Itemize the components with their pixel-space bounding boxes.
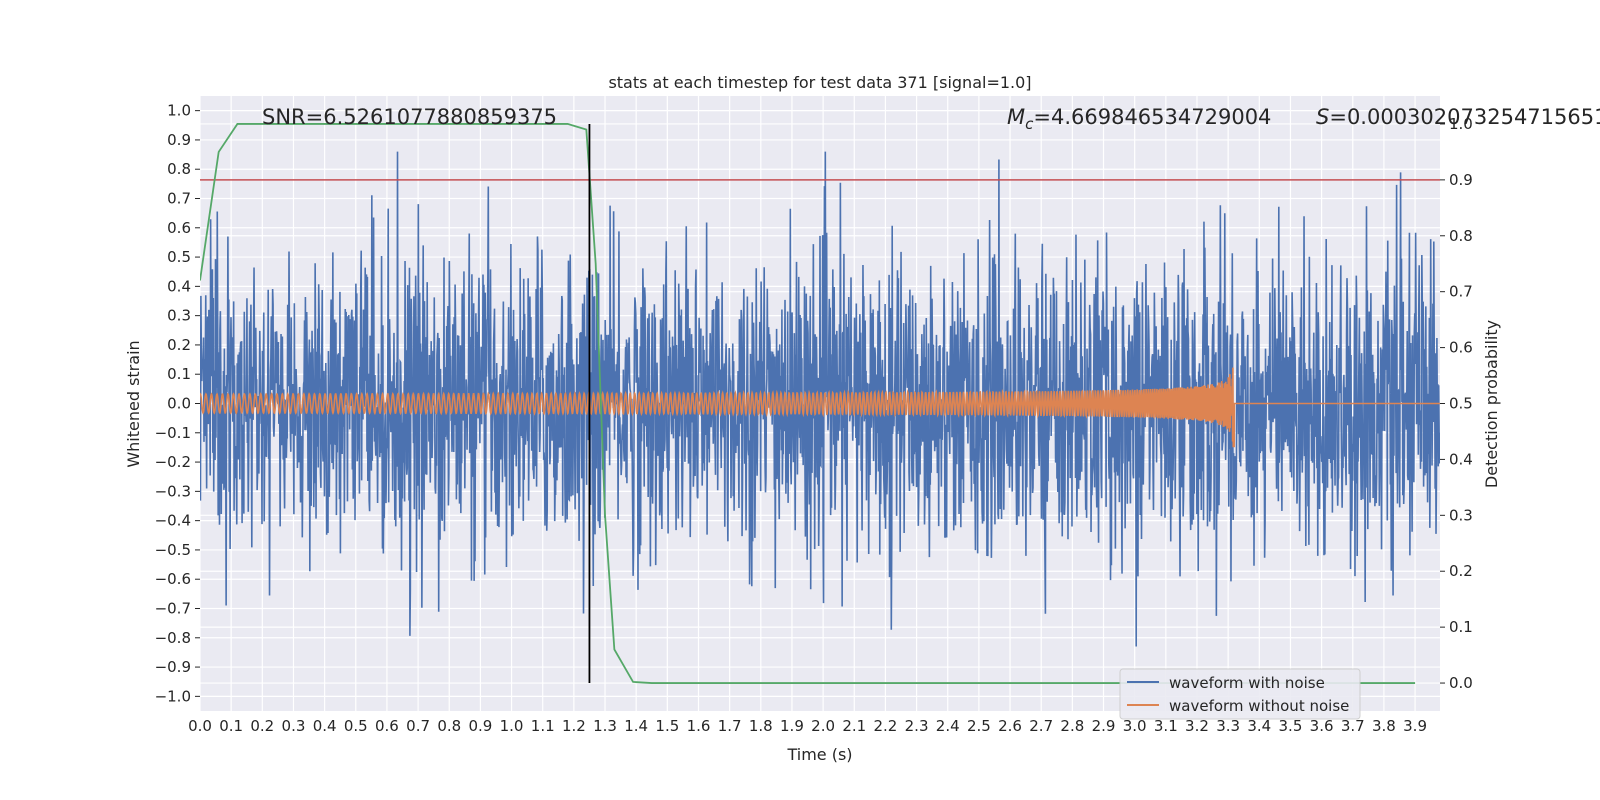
x-tick-label: 2.2 — [873, 717, 897, 735]
x-tick-label: 0.4 — [313, 717, 337, 735]
y2-tick-label: 0.6 — [1449, 339, 1473, 357]
chart-title: stats at each timestep for test data 371… — [608, 73, 1031, 92]
chirp-mass-subscript: c — [1025, 115, 1034, 133]
y-tick-label: −0.9 — [155, 658, 191, 676]
x-tick-label: 2.5 — [967, 717, 991, 735]
snr-annotation: SNR=6.5261077880859375 — [262, 105, 557, 129]
y2-tick-label: 0.2 — [1449, 562, 1473, 580]
x-tick-label: 3.0 — [1123, 717, 1147, 735]
chirp-mass-symbol: M — [1007, 105, 1025, 129]
y2-tick-label: 0.5 — [1449, 395, 1473, 413]
x-tick-label: 1.2 — [562, 717, 586, 735]
y-tick-label: −1.0 — [155, 687, 191, 705]
y2-tick-label: 0.1 — [1449, 618, 1473, 636]
x-tick-label: 0.2 — [250, 717, 274, 735]
s-annotation: S=0.0003020732547156513 — [1316, 105, 1600, 129]
series-noisy-line — [200, 151, 1440, 647]
y-tick-label: 1.0 — [167, 102, 191, 120]
y2-tick-label: 1.0 — [1449, 115, 1473, 133]
y2-tick-label: 0.8 — [1449, 227, 1473, 245]
x-tick-label: 3.8 — [1372, 717, 1396, 735]
x-tick-label: 1.5 — [655, 717, 679, 735]
y-tick-label: −0.5 — [155, 541, 191, 559]
x-tick-label: 1.1 — [531, 717, 555, 735]
x-tick-label: 3.3 — [1216, 717, 1240, 735]
x-tick-label: 0.6 — [375, 717, 399, 735]
chirp-mass-value: =4.669846534729004 — [1033, 105, 1271, 129]
y-axis-label: Whitened strain — [124, 340, 143, 467]
x-tick-label: 2.8 — [1060, 717, 1084, 735]
y-tick-label: 0.0 — [167, 395, 191, 413]
x-tick-label: 1.8 — [749, 717, 773, 735]
x-axis-label: Time (s) — [786, 745, 852, 764]
x-tick-label: 2.7 — [1029, 717, 1053, 735]
legend: waveform with noise waveform without noi… — [1119, 668, 1361, 720]
x-tick-label: 3.2 — [1185, 717, 1209, 735]
x-tick-label: 0.8 — [437, 717, 461, 735]
x-tick-label: 1.7 — [718, 717, 742, 735]
y-tick-label: 0.5 — [167, 248, 191, 266]
x-tick-label: 2.4 — [936, 717, 960, 735]
x-tick-label: 2.0 — [811, 717, 835, 735]
y2-axis-label: Detection probability — [1482, 320, 1501, 488]
y2-tick-label: 0.9 — [1449, 171, 1473, 189]
x-tick-label: 3.4 — [1247, 717, 1271, 735]
y-tick-label: −0.3 — [155, 482, 191, 500]
y-tick-label: 0.7 — [167, 190, 191, 208]
y-tick-label: 0.8 — [167, 160, 191, 178]
y-tick-label: −0.6 — [155, 570, 191, 588]
legend-label-noisy: waveform with noise — [1169, 674, 1325, 692]
x-tick-label: 1.6 — [687, 717, 711, 735]
series-clean-line — [200, 367, 1440, 448]
x-tick-label: 0.1 — [219, 717, 243, 735]
x-tick-label: 1.3 — [593, 717, 617, 735]
y-tick-label: 0.3 — [167, 307, 191, 325]
y-tick-label: 0.1 — [167, 365, 191, 383]
x-tick-label: 0.9 — [468, 717, 492, 735]
y-tick-label: −0.8 — [155, 629, 191, 647]
y-tick-label: 0.2 — [167, 336, 191, 354]
x-tick-label: 2.3 — [905, 717, 929, 735]
x-tick-label: 0.7 — [406, 717, 430, 735]
chirp-mass-annotation: Mc=4.669846534729004 — [1007, 105, 1271, 133]
plot-layer — [200, 123, 1440, 684]
x-tick-label: 2.9 — [1092, 717, 1116, 735]
x-tick-label: 3.1 — [1154, 717, 1178, 735]
legend-label-clean: waveform without noise — [1169, 697, 1349, 715]
y2-tick-label: 0.0 — [1449, 674, 1473, 692]
x-tick-label: 2.1 — [842, 717, 866, 735]
y-tick-label: 0.4 — [167, 277, 191, 295]
x-tick-label: 1.0 — [500, 717, 524, 735]
x-tick-label: 2.6 — [998, 717, 1022, 735]
y2-tick-label: 0.4 — [1449, 450, 1473, 468]
s-symbol: S — [1316, 105, 1329, 129]
x-tick-label: 3.7 — [1341, 717, 1365, 735]
y-tick-label: −0.4 — [155, 512, 191, 530]
y-tick-label: 0.6 — [167, 219, 191, 237]
x-tick-label: 1.9 — [780, 717, 804, 735]
axes: 0.0 0.1 0.2 0.3 0.4 0.5 0.6 0.7 0.8 0.9 1.0 1.1 1.2 1… — [155, 102, 1473, 735]
x-tick-label: 3.9 — [1403, 717, 1427, 735]
x-tick-label: 1.4 — [624, 717, 648, 735]
y-tick-label: −0.7 — [155, 600, 191, 618]
y2-tick-label: 0.7 — [1449, 283, 1473, 301]
x-tick-label: 0.5 — [344, 717, 368, 735]
s-value: =0.0003020732547156513 — [1329, 105, 1600, 129]
y2-tick-label: 0.3 — [1449, 506, 1473, 524]
x-tick-label: 3.5 — [1279, 717, 1303, 735]
series-detection-probability-line — [200, 123, 1416, 684]
x-tick-label: 0.0 — [188, 717, 212, 735]
y-tick-label: 0.9 — [167, 131, 191, 149]
legend-box — [1119, 668, 1361, 720]
x-tick-label: 3.6 — [1310, 717, 1334, 735]
y-tick-label: −0.1 — [155, 424, 191, 442]
x-tick-label: 0.3 — [282, 717, 306, 735]
y-tick-label: −0.2 — [155, 453, 191, 471]
